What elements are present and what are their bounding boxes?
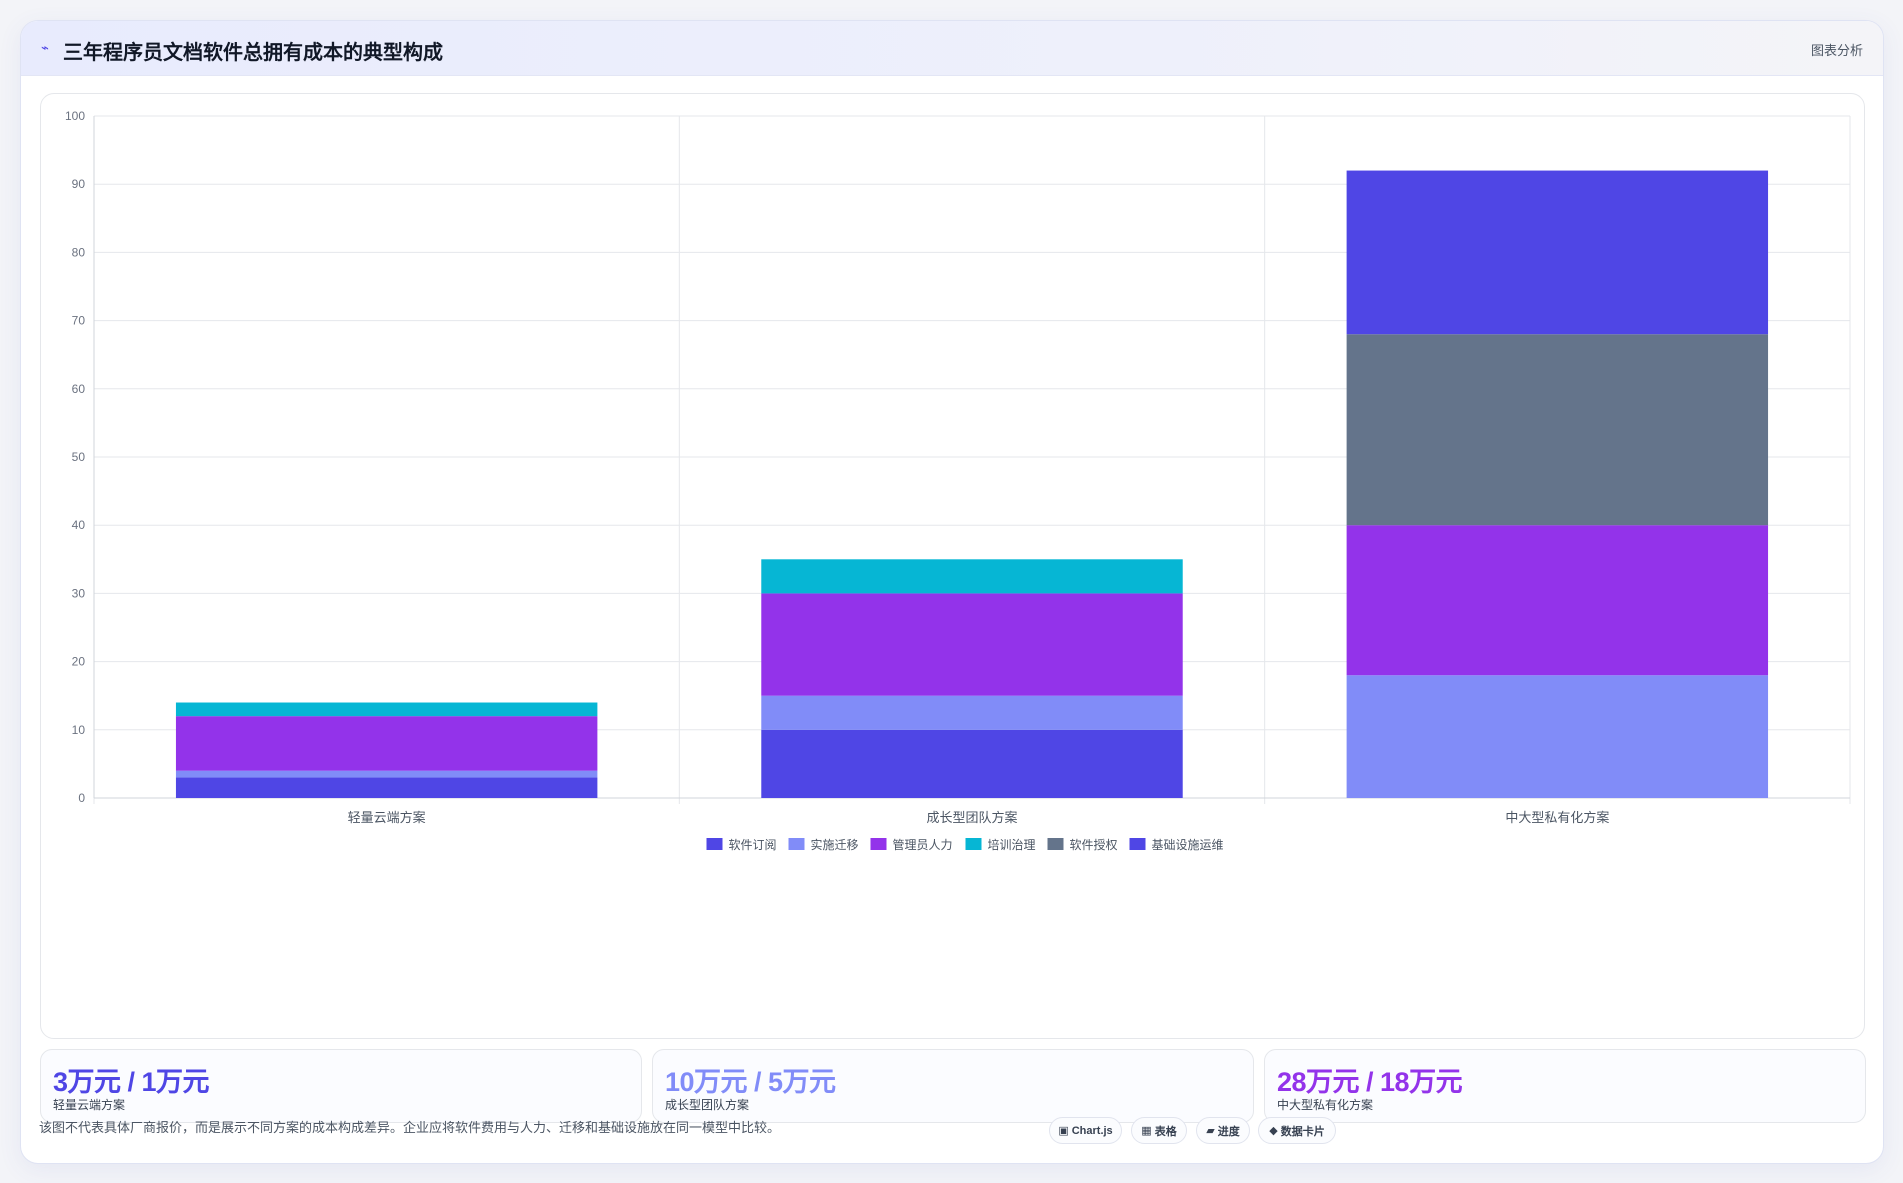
chip-chartjs[interactable]: ▣ Chart.js xyxy=(1049,1117,1122,1144)
diamond-icon: ◆ xyxy=(1269,1125,1278,1137)
chip-table[interactable]: ▦ 表格 xyxy=(1131,1117,1187,1144)
line-chart-icon: ⌁ xyxy=(41,40,49,55)
chip-label: 数据卡片 xyxy=(1280,1125,1325,1138)
legend-label: 基础设施运维 xyxy=(1152,838,1224,852)
x-tick-label: 轻量云端方案 xyxy=(348,810,426,825)
chart-card: ⌁ 三年程序员文档软件总拥有成本的典型构成 图表分析 0 10 20 30 40 50 60… xyxy=(20,20,1884,1164)
stat-value: 3万元 / 1万元 xyxy=(53,1067,210,1097)
legend-label: 管理员人力 xyxy=(893,837,953,852)
bar-segment xyxy=(175,777,598,798)
chip-progress[interactable]: ▰ 进度 xyxy=(1196,1117,1250,1144)
chart-title: 三年程序员文档软件总拥有成本的典型构成 xyxy=(63,42,443,64)
stacked-bar-chart: 0 10 20 30 40 50 60 70 80 90 100 轻量云端方案 成长型团队方案 中大型私有… xyxy=(65,109,1851,852)
bar-segment xyxy=(1346,675,1769,798)
bar-segment xyxy=(175,702,598,717)
stat-value: 10万元 / 5万元 xyxy=(665,1067,836,1097)
legend-label: 软件授权 xyxy=(1070,837,1118,852)
legend-swatch xyxy=(965,838,982,850)
stat-card-light: 3万元 / 1万元 轻量云端方案 xyxy=(40,1049,642,1123)
y-tick-label: 10 xyxy=(72,723,86,737)
y-tick-label: 60 xyxy=(72,382,86,396)
legend-label: 实施迁移 xyxy=(811,837,859,852)
stat-card-enterprise: 28万元 / 18万元 中大型私有化方案 xyxy=(1264,1049,1866,1123)
y-tick-label: 70 xyxy=(72,314,86,328)
x-tick-label: 中大型私有化方案 xyxy=(1505,810,1609,825)
bar-segment xyxy=(175,770,598,778)
chip-label: 表格 xyxy=(1154,1125,1177,1138)
bar-segment xyxy=(761,695,1183,730)
y-tick-label: 30 xyxy=(72,586,86,600)
legend-swatch xyxy=(870,838,887,850)
chart-analysis-badge: 图表分析 xyxy=(1810,43,1863,58)
bar-segment xyxy=(175,716,598,771)
y-tick-label: 90 xyxy=(72,177,86,191)
y-tick-label: 0 xyxy=(78,791,85,805)
bar-segment xyxy=(761,729,1183,798)
chart-panel: 0 10 20 30 40 50 60 70 80 90 100 轻量云端方案 成长型团队方案 中大型私有… xyxy=(40,93,1865,1039)
legend-swatch xyxy=(1129,838,1146,850)
stat-card-growth: 10万元 / 5万元 成长型团队方案 xyxy=(652,1049,1254,1123)
y-tick-label: 20 xyxy=(72,655,86,669)
footnote: 该图不代表具体厂商报价，而是展示不同方案的成本构成差异。企业应将软件费用与人力、… xyxy=(39,1120,781,1135)
y-tick-label: 50 xyxy=(72,450,86,464)
chip-data-card[interactable]: ◆ 数据卡片 xyxy=(1258,1117,1336,1144)
legend-swatch xyxy=(706,838,723,850)
card-header: ⌁ 三年程序员文档软件总拥有成本的典型构成 图表分析 xyxy=(21,21,1883,76)
bar-segment xyxy=(1346,170,1769,335)
chip-label: Chart.js xyxy=(1071,1124,1113,1137)
chip-label: 进度 xyxy=(1217,1125,1240,1138)
stat-label: 中大型私有化方案 xyxy=(1277,1098,1374,1112)
bar-segment xyxy=(1346,334,1769,526)
bar-segment xyxy=(761,593,1183,696)
table-icon: ▦ xyxy=(1141,1125,1152,1137)
y-tick-label: 40 xyxy=(72,518,86,532)
stat-value: 28万元 / 18万元 xyxy=(1277,1067,1463,1097)
legend-label: 培训治理 xyxy=(988,837,1036,852)
y-tick-label: 100 xyxy=(65,109,85,123)
legend-swatch xyxy=(788,838,805,850)
bar-segment xyxy=(1346,525,1769,676)
y-tick-label: 80 xyxy=(72,245,86,259)
stat-label: 轻量云端方案 xyxy=(53,1098,126,1112)
x-tick-label: 成长型团队方案 xyxy=(926,810,1017,825)
progress-icon: ▰ xyxy=(1206,1125,1215,1137)
legend-label: 软件订阅 xyxy=(729,838,777,852)
bar-segment xyxy=(761,559,1183,594)
legend-swatch xyxy=(1047,838,1064,850)
stat-label: 成长型团队方案 xyxy=(665,1098,750,1112)
chart-icon: ▣ xyxy=(1058,1125,1069,1137)
